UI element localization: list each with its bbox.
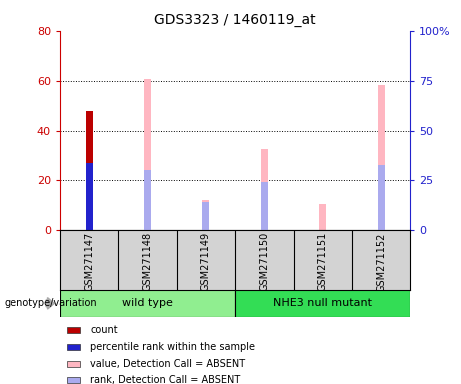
Bar xyxy=(202,200,209,230)
Text: NHE3 null mutant: NHE3 null mutant xyxy=(273,298,372,308)
Bar xyxy=(261,182,268,230)
Bar xyxy=(86,111,93,230)
Bar xyxy=(67,327,80,333)
Bar xyxy=(67,377,80,383)
Bar xyxy=(144,79,151,230)
Bar xyxy=(86,163,93,230)
Text: genotype/variation: genotype/variation xyxy=(5,298,97,308)
Text: GSM271152: GSM271152 xyxy=(376,232,386,291)
Text: rank, Detection Call = ABSENT: rank, Detection Call = ABSENT xyxy=(90,376,240,384)
Bar xyxy=(319,204,326,230)
Bar xyxy=(144,170,151,230)
Text: percentile rank within the sample: percentile rank within the sample xyxy=(90,342,255,352)
Bar xyxy=(67,361,80,367)
Bar xyxy=(378,164,384,230)
Text: GSM271150: GSM271150 xyxy=(259,232,269,291)
Text: count: count xyxy=(90,325,118,335)
Text: wild type: wild type xyxy=(122,298,173,308)
Bar xyxy=(235,290,410,317)
Bar xyxy=(60,290,235,317)
Bar xyxy=(67,344,80,350)
Text: GSM271147: GSM271147 xyxy=(84,232,94,291)
Text: GSM271148: GSM271148 xyxy=(142,232,153,291)
Text: GSM271149: GSM271149 xyxy=(201,232,211,291)
Text: value, Detection Call = ABSENT: value, Detection Call = ABSENT xyxy=(90,359,245,369)
Bar xyxy=(261,149,268,230)
Title: GDS3323 / 1460119_at: GDS3323 / 1460119_at xyxy=(154,13,316,27)
Bar xyxy=(202,202,209,230)
Text: GSM271151: GSM271151 xyxy=(318,232,328,291)
Bar xyxy=(378,84,384,230)
